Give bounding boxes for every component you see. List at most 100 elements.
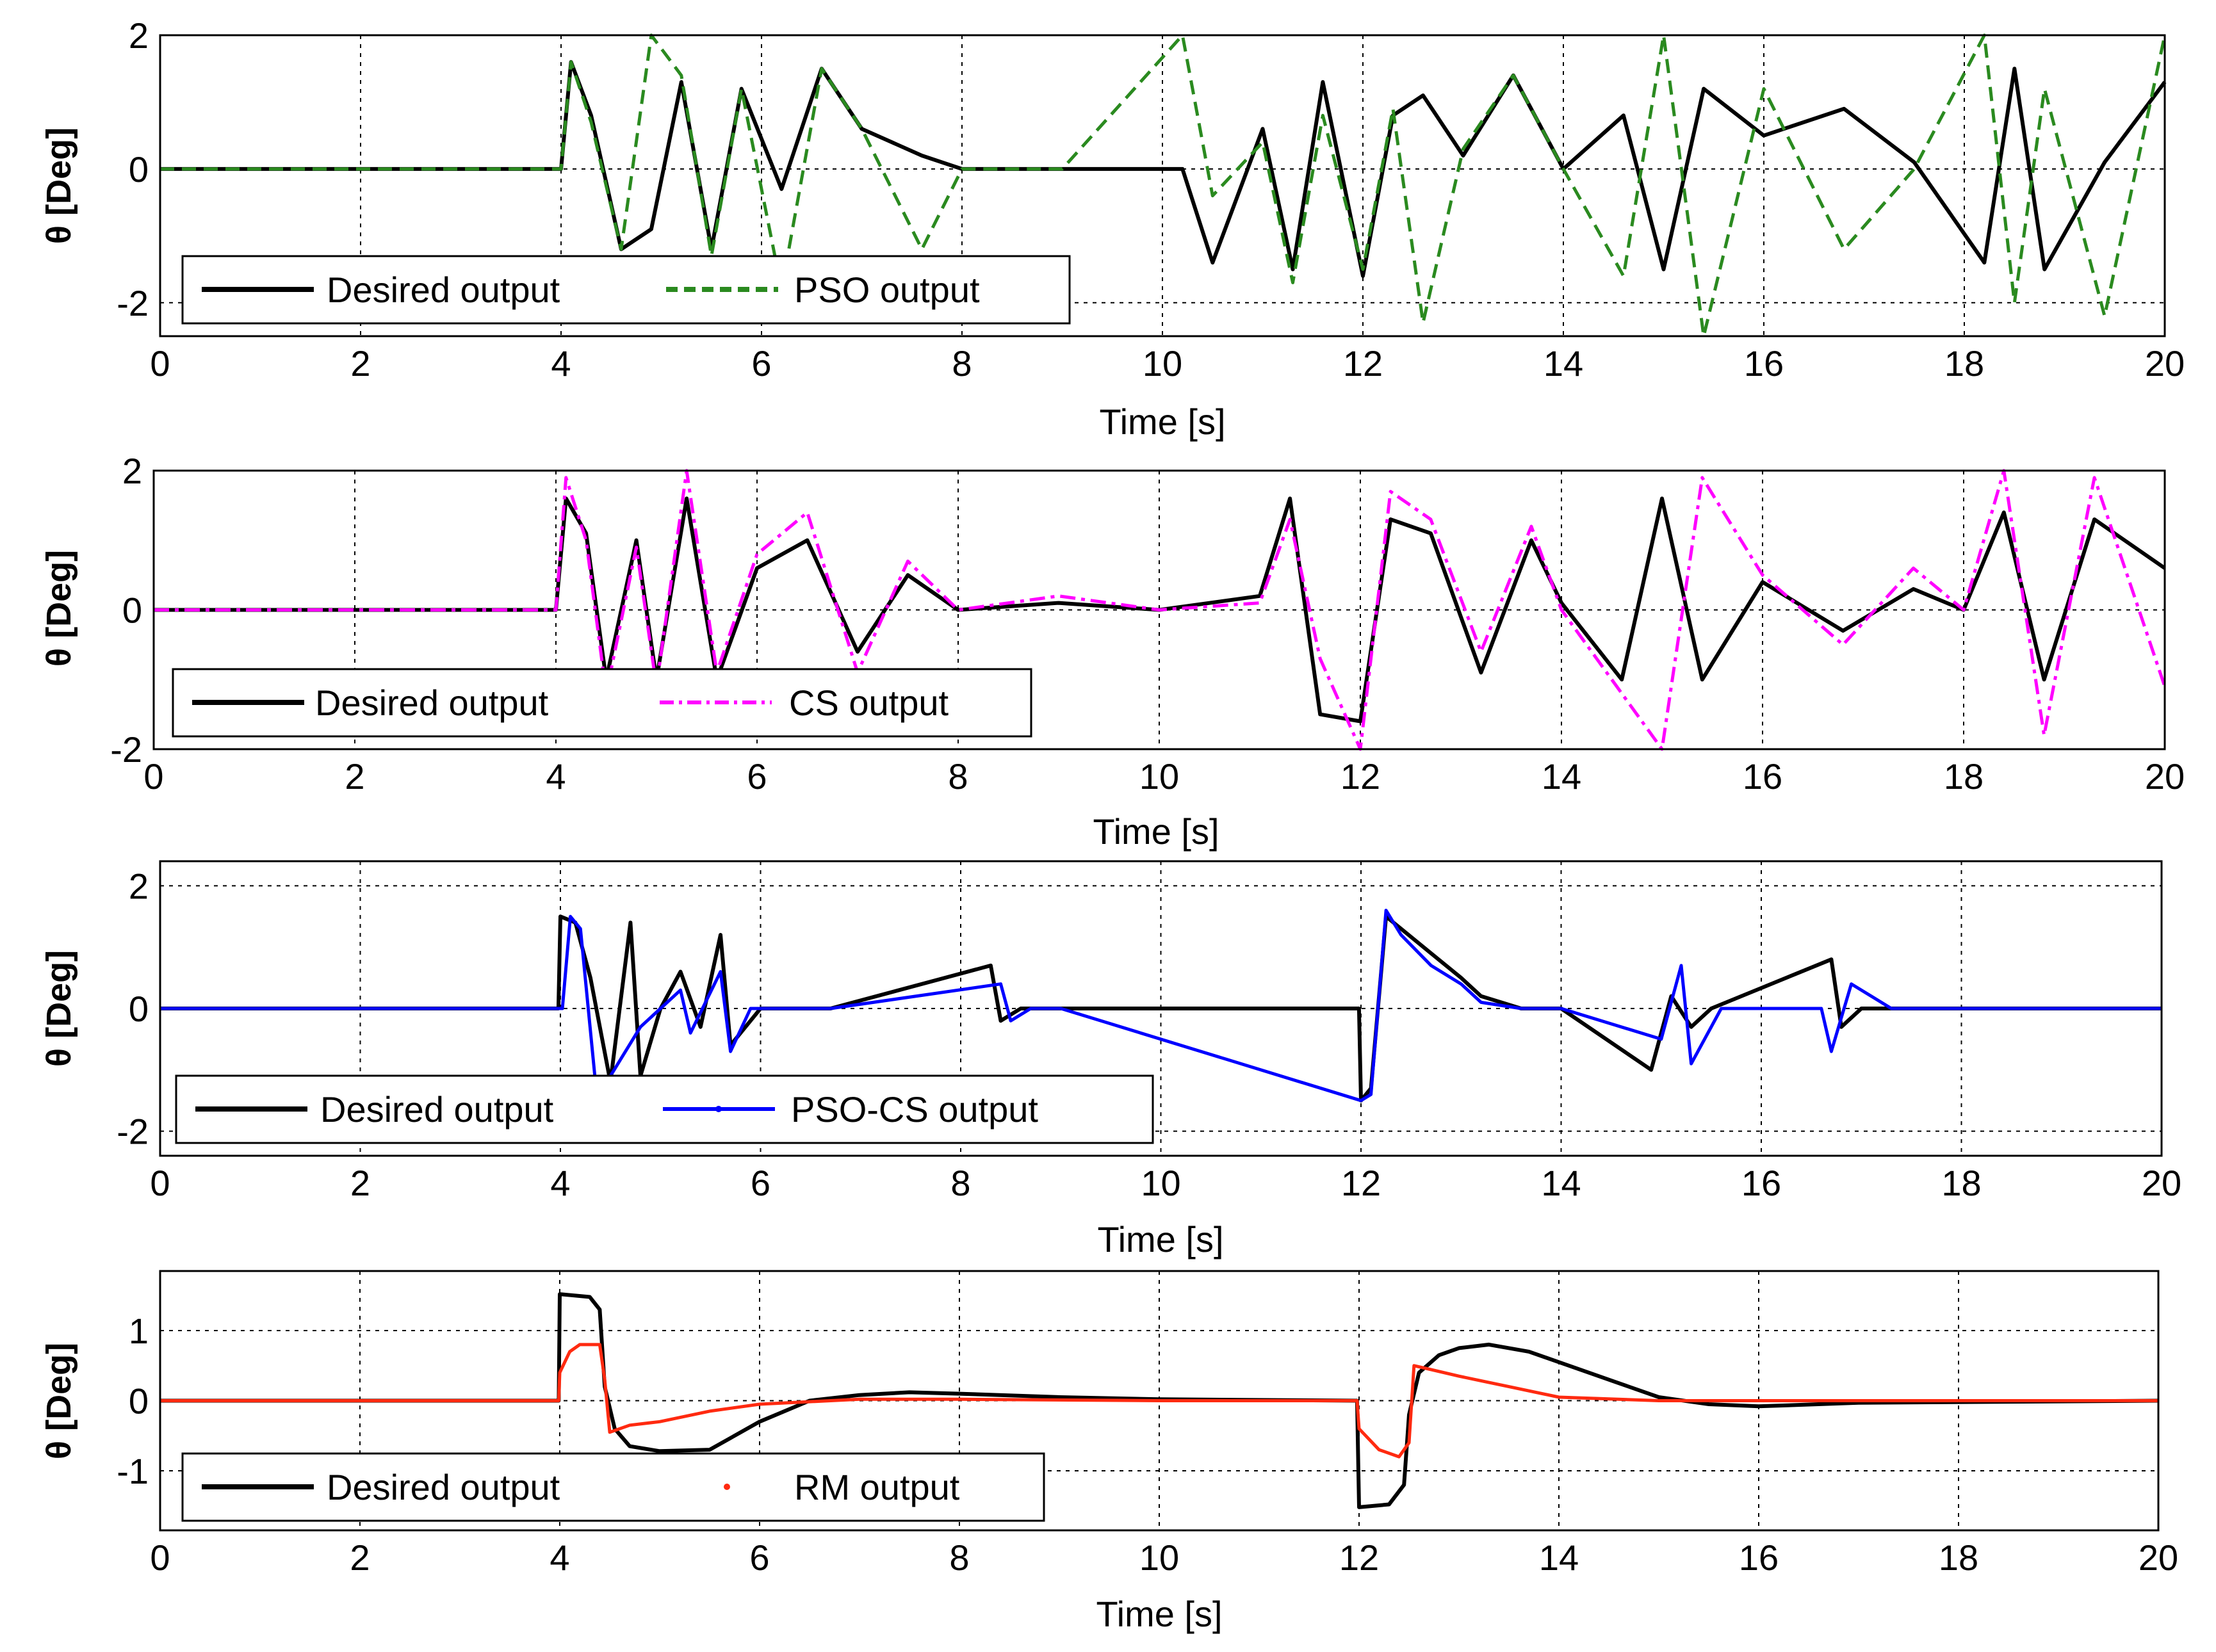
x-tick-label: 16 xyxy=(1739,1537,1779,1578)
chart-panel-3: 0 2 4 6 8 10 12 14 16 18 20-202 θ [Deg] Time [s] D… xyxy=(40,860,2181,1259)
axes-frame xyxy=(159,860,2163,1157)
x-tick-label: 10 xyxy=(1141,1163,1180,1203)
legend-box xyxy=(181,255,1071,325)
y-axis-label: θ [Deg] xyxy=(40,127,78,244)
x-tick-label: 14 xyxy=(1542,756,1581,797)
x-tick-label: 10 xyxy=(1139,1537,1179,1578)
x-tick-label: 14 xyxy=(1544,343,1583,384)
legend: Desired output PSO-CS output xyxy=(175,1074,1154,1144)
series-line-cs-output xyxy=(154,469,2167,751)
y-tick-label: 0 xyxy=(129,149,149,190)
x-tick-label: 0 xyxy=(150,343,170,384)
legend-label-psocs: PSO-CS output xyxy=(791,1089,1038,1130)
x-tick-label: 18 xyxy=(1941,1163,1981,1203)
x-tick-label: 4 xyxy=(546,756,566,797)
y-tick-label: -2 xyxy=(117,1112,149,1152)
y-tick-label: 2 xyxy=(129,15,149,56)
legend: Desired output CS output xyxy=(172,668,1032,738)
x-tick-label: 0 xyxy=(150,1537,170,1578)
legend-box xyxy=(181,1452,1045,1522)
series-lines xyxy=(160,909,2162,1103)
y-tick-label: 0 xyxy=(129,989,149,1029)
tick-labels: 0 2 4 6 8 10 12 14 16 18 20-202 xyxy=(117,866,2181,1203)
x-tick-label: 12 xyxy=(1343,343,1383,384)
y-tick-label: 0 xyxy=(129,1381,149,1421)
y-tick-label: 2 xyxy=(122,451,142,491)
x-axis-label: Time [s] xyxy=(1099,401,1225,442)
x-tick-label: 6 xyxy=(751,343,771,384)
x-tick-label: 2 xyxy=(345,756,364,797)
x-tick-label: 8 xyxy=(950,1163,970,1203)
x-tick-label: 20 xyxy=(2142,1163,2181,1203)
x-tick-label: 0 xyxy=(143,756,163,797)
x-tick-label: 10 xyxy=(1139,756,1179,797)
series-lines xyxy=(160,33,2167,338)
tick-labels: 0 2 4 6 8 10 12 14 16 18 20-202 xyxy=(110,451,2185,797)
legend-label-pso: PSO output xyxy=(794,270,980,310)
y-tick-label: 2 xyxy=(129,866,149,906)
x-tick-label: 6 xyxy=(749,1537,769,1578)
x-tick-label: 4 xyxy=(551,343,571,384)
y-tick-label: -1 xyxy=(117,1451,149,1491)
y-tick-label: -2 xyxy=(117,283,149,323)
x-tick-label: 6 xyxy=(751,1163,770,1203)
legend-box xyxy=(172,668,1032,738)
y-tick-label: 0 xyxy=(122,590,142,631)
x-tick-label: 12 xyxy=(1339,1537,1379,1578)
x-tick-label: 12 xyxy=(1341,1163,1381,1203)
series-line-pso-output xyxy=(160,33,2167,338)
axes-frame xyxy=(152,469,2166,750)
x-tick-label: 18 xyxy=(1944,756,1984,797)
x-tick-label: 4 xyxy=(550,1537,569,1578)
x-tick-label: 18 xyxy=(1939,1537,1978,1578)
x-tick-label: 18 xyxy=(1944,343,1984,384)
x-tick-label: 16 xyxy=(1743,756,1782,797)
y-axis-label: θ [Deg] xyxy=(40,950,78,1067)
legend-label-desired: Desired output xyxy=(327,1467,560,1507)
x-tick-label: 8 xyxy=(948,756,968,797)
y-tick-label: 1 xyxy=(129,1311,149,1351)
x-tick-label: 20 xyxy=(2145,756,2185,797)
series-lines xyxy=(154,469,2167,751)
y-tick-label: -2 xyxy=(110,729,142,770)
x-tick-label: 12 xyxy=(1340,756,1380,797)
legend-marker-rm xyxy=(724,1484,730,1490)
chart-panel-2: 0 2 4 6 8 10 12 14 16 18 20-202 θ [Deg] Time [s] D… xyxy=(40,451,2185,852)
x-tick-label: 2 xyxy=(350,343,370,384)
x-tick-label: 20 xyxy=(2145,343,2185,384)
legend-marker-psocs xyxy=(715,1106,722,1112)
tick-labels: 0 2 4 6 8 10 12 14 16 18 20-202 xyxy=(117,15,2185,384)
x-axis-label: Time [s] xyxy=(1097,1219,1223,1259)
x-tick-label: 2 xyxy=(350,1163,370,1203)
x-axis-label: Time [s] xyxy=(1093,811,1219,852)
series-line-pso-cs-output xyxy=(160,909,2162,1103)
axes-frame xyxy=(159,1270,2160,1532)
x-tick-label: 8 xyxy=(952,343,972,384)
y-axis-label: θ [Deg] xyxy=(40,550,78,667)
x-tick-label: 6 xyxy=(747,756,767,797)
x-tick-label: 0 xyxy=(150,1163,170,1203)
y-axis-label: θ [Deg] xyxy=(40,1343,78,1459)
x-axis-label: Time [s] xyxy=(1096,1594,1222,1634)
legend-label-desired: Desired output xyxy=(315,683,549,723)
x-tick-label: 14 xyxy=(1541,1163,1581,1203)
legend-label-cs: CS output xyxy=(789,683,949,723)
x-tick-label: 20 xyxy=(2139,1537,2178,1578)
series-line-rm-output xyxy=(160,1343,2158,1459)
x-tick-label: 14 xyxy=(1539,1537,1579,1578)
x-tick-label: 16 xyxy=(1741,1163,1781,1203)
tick-labels: 0 2 4 6 8 10 12 14 16 18 20 -1 0 1 xyxy=(117,1311,2178,1578)
x-tick-label: 10 xyxy=(1143,343,1182,384)
series-line-desired-output xyxy=(160,60,2167,278)
legend-label-desired: Desired output xyxy=(320,1089,554,1130)
x-tick-label: 4 xyxy=(550,1163,570,1203)
chart-panel-4: 0 2 4 6 8 10 12 14 16 18 20 -1 0 1 θ [Deg] Time [s] D… xyxy=(40,1270,2178,1634)
x-tick-label: 16 xyxy=(1744,343,1784,384)
legend: Desired output RM output xyxy=(181,1452,1045,1522)
series-lines xyxy=(160,1292,2159,1509)
legend-label-desired: Desired output xyxy=(327,270,560,310)
legend: Desired output PSO output xyxy=(181,255,1071,325)
axes-frame xyxy=(159,34,2166,337)
legend-label-rm: RM output xyxy=(794,1467,960,1507)
